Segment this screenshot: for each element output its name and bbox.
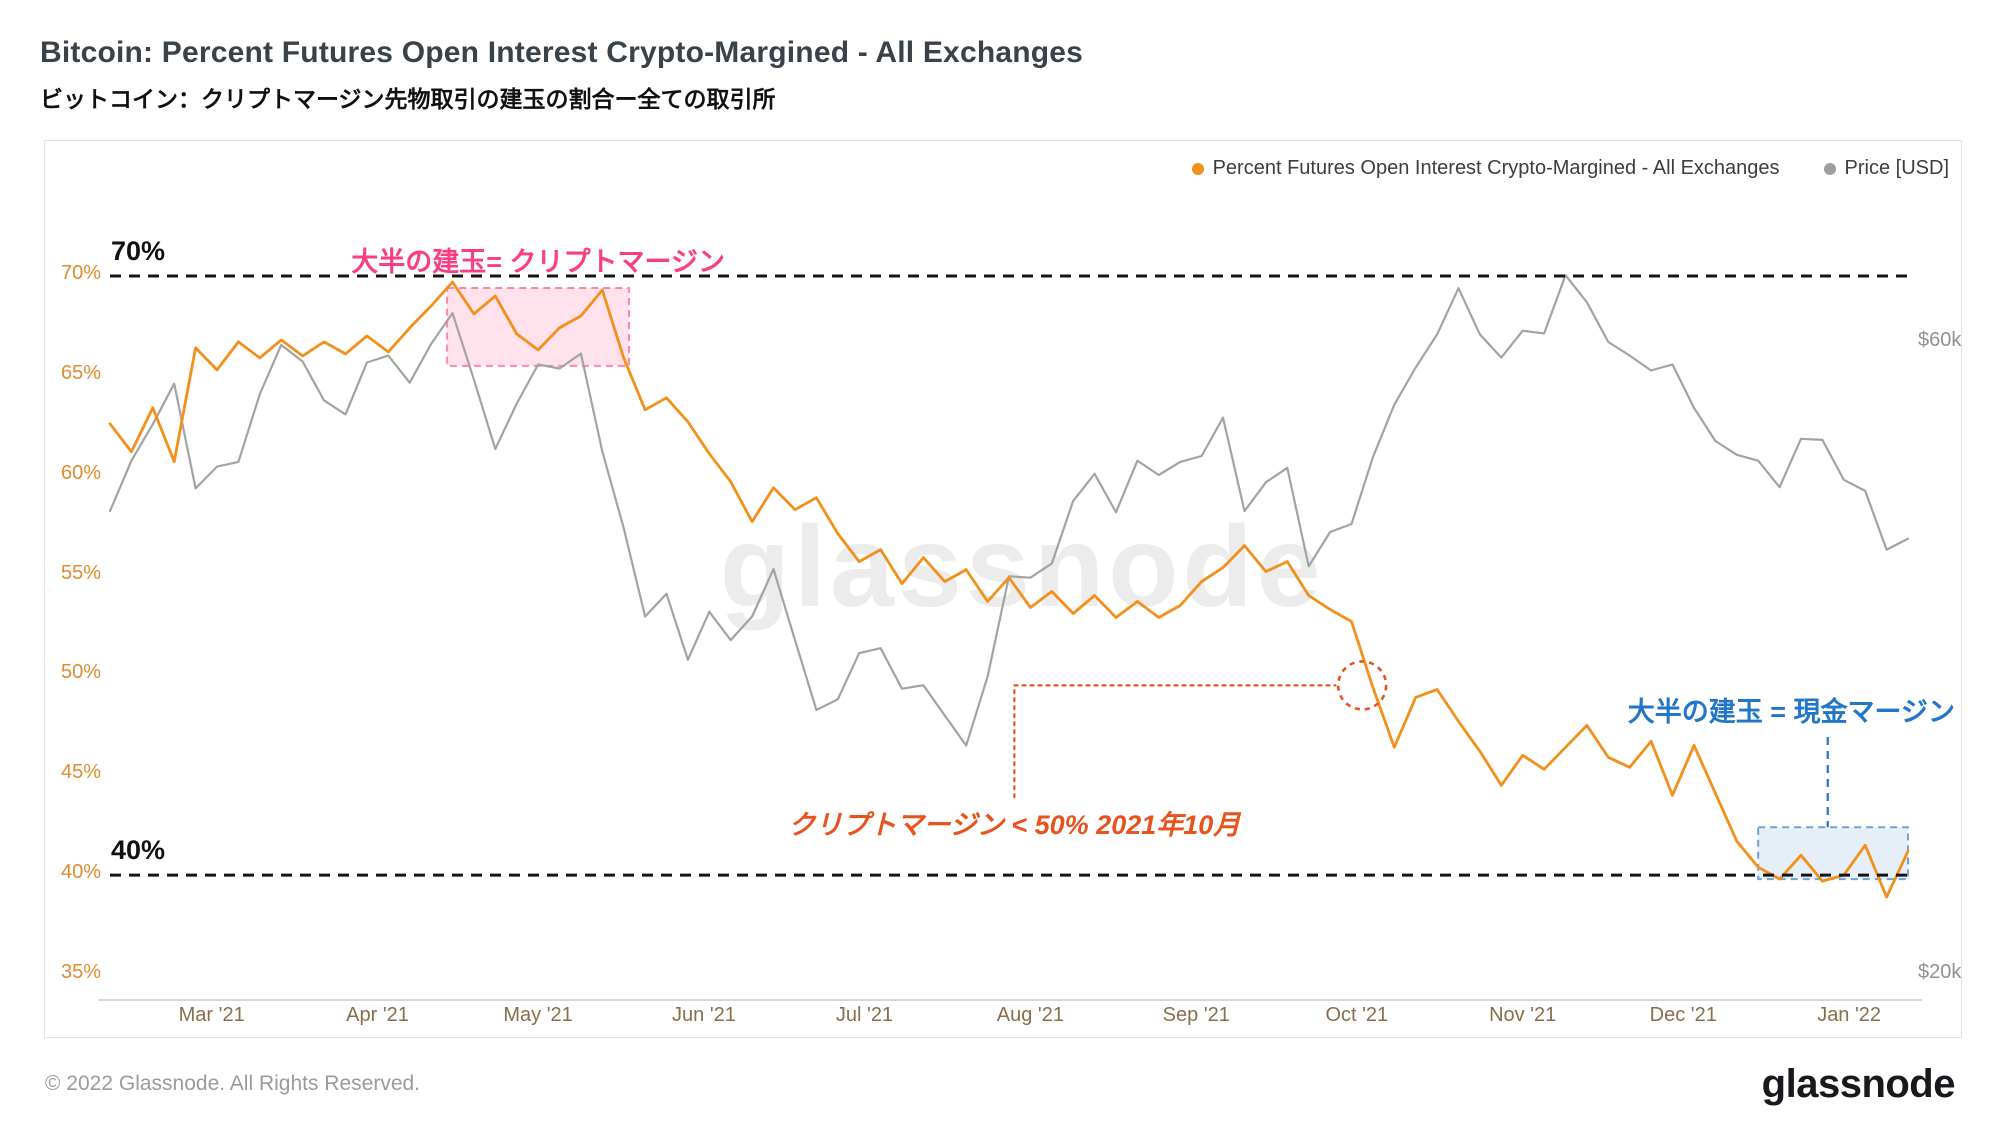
time-tick-label: Sep '21 — [1162, 1004, 1230, 1026]
percent-tick-label-40: 40% — [60, 861, 101, 884]
time-tick-label: Jan '22 — [1817, 1004, 1882, 1026]
time-tick-label: Dec '21 — [1649, 1004, 1717, 1026]
percent-line — [108, 280, 1910, 899]
time-tick-label: Jun '21 — [672, 1004, 736, 1026]
glassnode-logo: glassnode — [1761, 1061, 1956, 1106]
glassnode-watermark: glassnode — [719, 503, 1325, 631]
ref-line-label-70: 70% — [111, 236, 166, 266]
percent-tick-label-55: 55% — [60, 561, 101, 584]
annotation-below-50-percent: クリプトマージン < 50% 2021年10月 — [788, 810, 1241, 841]
blue-highlight-box — [1757, 826, 1909, 881]
legend-label-price-series: Price [USD] — [1844, 157, 1949, 179]
pink-highlight-box — [446, 286, 631, 367]
legend-item-percent-series[interactable]: Percent Futures Open Interest Crypto-Mar… — [1191, 157, 1780, 180]
page-title: Bitcoin: Percent Futures Open Interest C… — [40, 36, 1084, 69]
time-tick-label: Apr '21 — [346, 1004, 409, 1026]
legend-dot-gray — [1823, 162, 1836, 175]
time-tick-label: Mar '21 — [178, 1004, 245, 1026]
price-tick-label-60000: $60k — [1918, 329, 1962, 351]
percent-tick-label-50: 50% — [60, 661, 101, 684]
price-tick-label-20000: $20k — [1918, 961, 1962, 983]
ref-line-label-40: 40% — [111, 835, 166, 866]
annotation-cash-margined: 大半の建玉 = 現金マージン — [1627, 697, 1955, 727]
legend-dot-orange — [1191, 162, 1204, 175]
annotation-crypto-margined: 大半の建玉= クリプトマージン — [351, 246, 725, 277]
percent-tick-label-45: 45% — [60, 761, 101, 784]
percent-tick-label-35: 35% — [60, 961, 101, 983]
footer: © 2022 Glassnode. All Rights Reserved. g… — [0, 1056, 2000, 1112]
page-subtitle-japanese: ビットコイン：クリプトマージン先物取引の建玉の割合ー全ての取引所 — [40, 86, 776, 112]
chart-canvas — [98, 274, 1922, 1001]
red-dashed-circle — [1336, 660, 1388, 711]
time-tick-label: May '21 — [503, 1004, 573, 1026]
percent-tick-label-65: 65% — [60, 361, 101, 384]
legend-item-price-series[interactable]: Price [USD] — [1823, 157, 1949, 180]
time-tick-label: Jul '21 — [835, 1004, 894, 1026]
time-tick-label: Oct '21 — [1325, 1004, 1389, 1026]
copyright-text: © 2022 Glassnode. All Rights Reserved. — [45, 1072, 421, 1095]
percent-tick-label-70: 70% — [60, 262, 101, 284]
time-tick-label: Aug '21 — [996, 1004, 1064, 1026]
red-dotted-leader — [1013, 684, 1337, 799]
percent-tick-label-60: 60% — [60, 461, 101, 484]
time-tick-label: Nov '21 — [1489, 1004, 1557, 1026]
header: Bitcoin: Percent Futures Open Interest C… — [40, 36, 1083, 114]
chart-card: glassnode Percent Futures Open Interest … — [44, 140, 1962, 1038]
chart-legend: Percent Futures Open Interest Crypto-Mar… — [1191, 157, 1949, 180]
legend-label-percent-series: Percent Futures Open Interest Crypto-Mar… — [1212, 157, 1780, 179]
